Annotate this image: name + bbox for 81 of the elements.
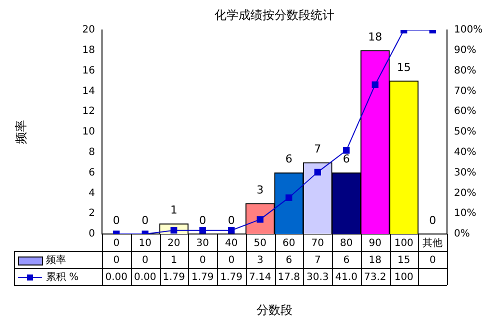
text: 0 xyxy=(112,214,120,227)
y-tick-label: 8 xyxy=(88,146,95,158)
data-label: 0.00 xyxy=(105,272,128,284)
y2-tick-label: 30% xyxy=(454,167,476,178)
x-tick-label: 70 xyxy=(311,238,324,250)
data-label: 18 xyxy=(368,255,382,266)
data-label: 0.00 xyxy=(134,272,156,284)
y-tick-label: 14 xyxy=(82,86,95,97)
data-label: 0 xyxy=(142,255,148,266)
x-tick-label: 90 xyxy=(368,238,382,250)
data-label: 7.14 xyxy=(248,272,272,284)
text: 7 xyxy=(314,142,322,156)
text: 0 xyxy=(199,214,206,227)
x-tick-label: 50 xyxy=(254,238,266,250)
x-tick-label: 60 xyxy=(282,238,296,250)
data-label: 6 xyxy=(343,255,350,266)
y-tick-label: 18 xyxy=(82,44,95,56)
x-tick-label: 80 xyxy=(340,238,353,250)
x-tick-label: 20 xyxy=(168,238,180,250)
text: 1 xyxy=(170,204,178,217)
y-axis-title: 频率 xyxy=(14,120,28,144)
data-label: 41.0 xyxy=(335,272,358,284)
data-label: 0 xyxy=(429,255,436,266)
x-tick-label: 10 xyxy=(138,238,152,250)
point xyxy=(343,147,350,154)
data-label: 30.3 xyxy=(306,272,329,284)
point xyxy=(314,168,321,176)
data-label: 1.79 xyxy=(220,272,243,284)
y2-tick-label: 60% xyxy=(454,106,476,118)
legend-label: 频率 xyxy=(46,254,66,266)
y-tick-label: 0 xyxy=(88,228,95,240)
x-axis-title: 分数段 xyxy=(256,303,292,318)
y-tick-label: 12 xyxy=(82,106,95,118)
text: 18 xyxy=(368,30,382,44)
data-label: 0 xyxy=(113,255,120,266)
data-label: 6 xyxy=(286,255,292,266)
data-label: 73.2 xyxy=(364,272,386,284)
x-tick-label: 0 xyxy=(113,238,120,250)
y2-tick-label: 0% xyxy=(454,228,470,240)
x-tick-label: 其他 xyxy=(422,237,443,250)
data-label: 17.8 xyxy=(278,272,300,284)
text: 15 xyxy=(396,60,411,74)
y2-tick-label: 100% xyxy=(454,24,483,36)
y2-tick-label: 40% xyxy=(454,146,476,158)
text: 0 xyxy=(142,214,149,227)
y2-tick-label: 50% xyxy=(454,126,476,138)
text: 6 xyxy=(285,152,292,166)
y2-tick-label: 20% xyxy=(454,188,476,199)
data-label: 1 xyxy=(170,255,178,266)
y-tick-label: 6 xyxy=(88,167,95,178)
point xyxy=(228,227,235,234)
chart-title: 化学成绩按分数段统计 xyxy=(214,8,334,22)
point xyxy=(199,227,206,234)
point xyxy=(372,81,378,88)
text: 0 xyxy=(429,214,436,227)
y-tick-label: 16 xyxy=(82,65,95,76)
data-label: 3 xyxy=(256,255,264,266)
x-tick-label: 40 xyxy=(225,238,238,250)
y2-tick-label: 70% xyxy=(454,86,476,97)
y-tick-label: 20 xyxy=(82,24,95,36)
x-tick-label: 30 xyxy=(196,238,209,250)
point xyxy=(286,194,292,202)
point xyxy=(256,216,264,223)
y2-tick-label: 80% xyxy=(454,65,476,76)
y-tick-label: 4 xyxy=(88,188,95,199)
data-label: 15 xyxy=(398,255,410,266)
y2-tick-label: 10% xyxy=(454,208,476,220)
data-label: 0 xyxy=(199,255,206,266)
text: 6 xyxy=(342,152,350,166)
legend-label: 累积 % xyxy=(46,272,79,284)
text: 3 xyxy=(256,183,264,196)
y-tick-label: 10 xyxy=(82,126,95,138)
data-label: 7 xyxy=(314,255,321,266)
y-tick-label: 2 xyxy=(88,208,95,220)
data-label: 0 xyxy=(228,255,235,266)
data-label: 1.79 xyxy=(191,272,214,284)
text: 0 xyxy=(228,214,235,227)
data-label: 1.79 xyxy=(162,272,186,284)
y2-tick-label: 90% xyxy=(454,44,476,56)
data-label: 100 xyxy=(394,272,414,284)
x-tick-label: 100 xyxy=(394,238,414,250)
